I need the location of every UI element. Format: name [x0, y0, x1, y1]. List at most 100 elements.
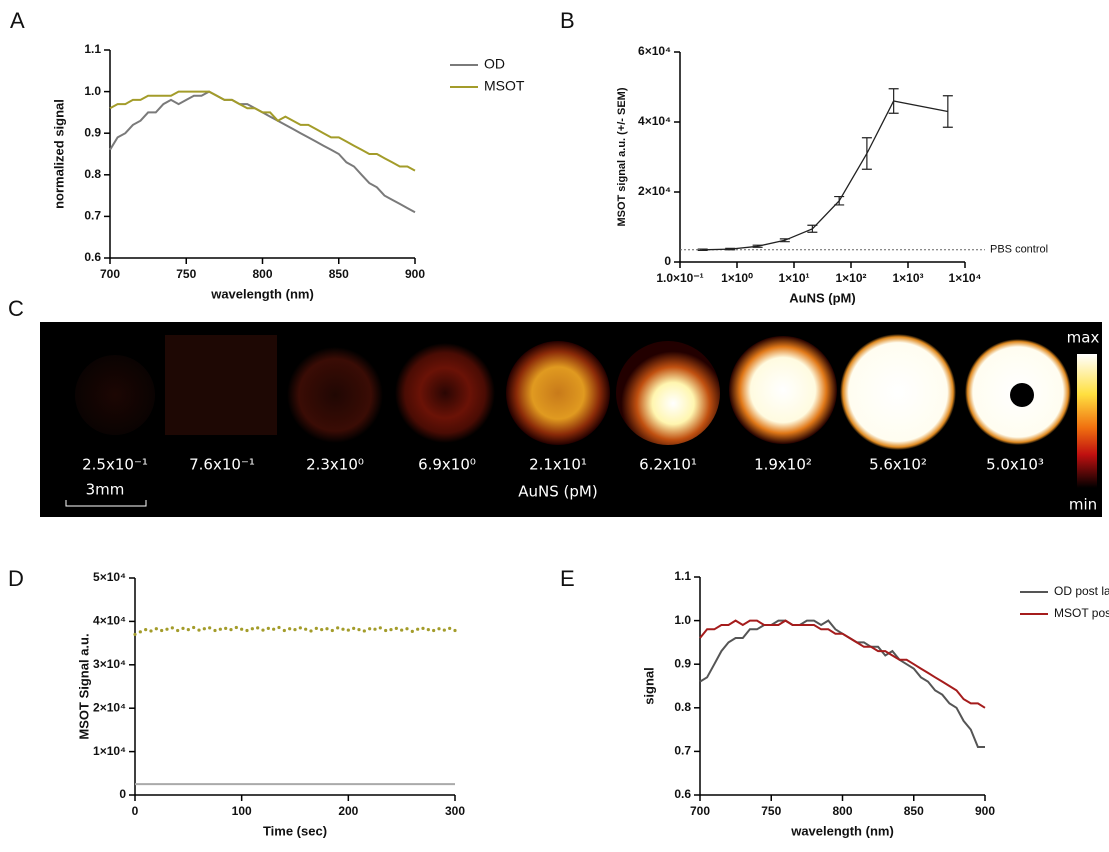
concentration-label: 5.6x10²	[869, 456, 927, 474]
y-tick-label: 0.7	[674, 744, 691, 758]
y-tick-label: 0.9	[674, 656, 691, 670]
data-point	[314, 626, 318, 630]
y-tick-label: 0.6	[674, 787, 691, 801]
data-point	[378, 626, 382, 630]
x-tick-label: 900	[405, 267, 425, 281]
data-point	[442, 628, 446, 632]
data-point	[144, 628, 148, 632]
series-line	[699, 619, 986, 709]
data-point	[224, 626, 228, 630]
y-tick-label: 2×10⁴	[638, 184, 671, 198]
legend-label: OD	[484, 56, 505, 72]
data-point	[256, 626, 260, 630]
sample-image	[729, 336, 837, 444]
x-tick-label: 1.0×10⁻¹	[656, 271, 703, 285]
image-axis-label: AuNS (pM)	[518, 483, 597, 501]
data-point	[272, 627, 276, 631]
y-axis-label: MSOT signal a.u. (+/- SEM)	[616, 87, 628, 226]
concentration-label: 2.5x10⁻¹	[82, 456, 148, 474]
x-tick-label: 750	[761, 804, 781, 818]
y-tick-label: 4×10⁴	[638, 114, 671, 128]
x-tick-label: 800	[252, 267, 272, 281]
sample-image	[75, 355, 155, 435]
panel-label: C	[8, 296, 24, 321]
data-point	[394, 626, 398, 630]
y-axis-label: signal	[641, 667, 656, 705]
y-tick-label: 0.7	[84, 209, 101, 223]
x-axis-label: Time (sec)	[263, 823, 327, 838]
x-axis-label: wavelength (nm)	[210, 286, 314, 301]
data-point	[192, 625, 196, 630]
sample-image	[616, 341, 720, 445]
sample-image	[840, 334, 956, 450]
data-point	[133, 632, 137, 637]
data-point	[160, 628, 164, 633]
x-tick-label: 1×10¹	[778, 271, 809, 285]
y-tick-label: 3×10⁴	[93, 657, 126, 671]
x-tick-label: 100	[232, 804, 252, 818]
y-tick-label: 1×10⁴	[93, 744, 126, 758]
y-tick-label: 0.6	[84, 250, 101, 264]
concentration-label: 7.6x10⁻¹	[189, 456, 255, 474]
data-point	[389, 628, 393, 632]
error-bar	[807, 224, 818, 233]
data-point	[368, 627, 372, 631]
legend-label: MSOT	[484, 78, 525, 94]
data-point	[240, 627, 244, 631]
data-point	[453, 628, 457, 633]
data-point	[336, 626, 340, 630]
data-point	[261, 628, 265, 632]
data-point	[208, 626, 212, 630]
error-bar	[861, 137, 872, 170]
y-tick-label: 2×10⁴	[93, 700, 126, 714]
scale-bar	[65, 500, 147, 507]
x-tick-label: 1×10³	[892, 271, 923, 285]
data-point	[170, 626, 174, 630]
data-point	[218, 627, 222, 631]
series-line	[109, 90, 416, 172]
concentration-label: 5.0x10³	[986, 456, 1044, 474]
data-point	[437, 627, 441, 631]
y-tick-label: 0.8	[674, 700, 691, 714]
x-tick-label: 750	[176, 267, 196, 281]
panel-label: E	[560, 566, 575, 591]
data-point	[181, 626, 185, 630]
error-bar	[888, 88, 899, 114]
error-bar	[942, 95, 953, 128]
x-tick-label: 1×10⁰	[721, 271, 753, 285]
series-line	[702, 100, 948, 251]
error-bar	[834, 195, 845, 206]
concentration-label: 1.9x10²	[754, 456, 812, 474]
data-point	[416, 627, 420, 631]
data-point	[325, 627, 329, 631]
x-tick-label: 200	[338, 804, 358, 818]
data-point	[341, 627, 345, 631]
sample-image	[165, 335, 277, 435]
data-point	[304, 627, 308, 631]
data-point	[400, 628, 404, 632]
data-point	[266, 626, 270, 630]
data-point	[320, 628, 324, 632]
x-tick-label: 850	[904, 804, 924, 818]
x-tick-label: 300	[445, 804, 465, 818]
y-tick-label: 0.8	[84, 167, 101, 181]
data-point	[288, 627, 292, 631]
x-tick-label: 1×10²	[835, 271, 866, 285]
data-point	[234, 625, 238, 630]
x-axis-label: AuNS (pM)	[789, 290, 855, 305]
data-point	[202, 627, 206, 631]
image-panel: 2.5x10⁻¹ 7.6x10⁻¹ 2.3x10⁰ 6.9x10⁰ 2.1x10¹ 6.2…	[40, 322, 1102, 517]
concentration-label: 2.3x10⁰	[306, 456, 364, 474]
x-tick-label: 700	[100, 267, 120, 281]
panel-label: D	[8, 566, 24, 591]
x-tick-label: 900	[975, 804, 995, 818]
error-bar	[779, 238, 790, 243]
data-point	[362, 629, 366, 633]
x-tick-label: 700	[690, 804, 710, 818]
data-point	[384, 628, 388, 633]
y-tick-label: 5×10⁴	[93, 570, 126, 584]
y-tick-label: 4×10⁴	[93, 614, 126, 628]
data-point	[213, 628, 217, 633]
series-line	[109, 90, 416, 214]
data-point	[346, 628, 350, 632]
